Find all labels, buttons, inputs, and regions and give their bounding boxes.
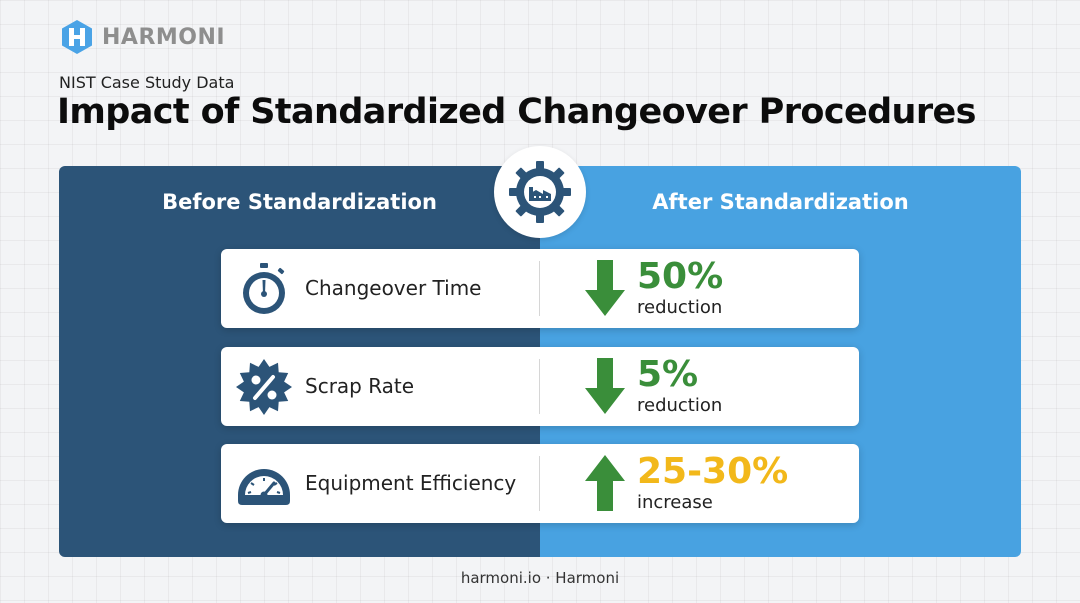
- metric-card-scrap-rate: Scrap Rate 5% reduction: [221, 347, 859, 426]
- eyebrow-text: NIST Case Study Data: [59, 73, 235, 92]
- metric-card-changeover-time: Changeover Time 50% reduction: [221, 249, 859, 328]
- arrow-down-icon: [585, 358, 625, 414]
- metric-value: 25-30%: [637, 451, 789, 492]
- before-heading: Before Standardization: [162, 190, 437, 214]
- metric-subtext: reduction: [637, 297, 723, 318]
- arrow-up-icon: [585, 455, 625, 511]
- metric-label: Changeover Time: [305, 276, 482, 300]
- divider: [539, 261, 540, 316]
- metric-subtext: reduction: [637, 395, 723, 416]
- speedometer-icon: [238, 469, 290, 505]
- divider: [539, 456, 540, 511]
- harmoni-logo-icon: [62, 20, 92, 54]
- arrow-down-icon: [585, 260, 625, 316]
- center-badge: [494, 146, 586, 238]
- metric-value: 5%: [637, 354, 699, 395]
- metric-card-equipment-efficiency: Equipment Efficiency 25-30% increase: [221, 444, 859, 523]
- metric-label: Equipment Efficiency: [305, 471, 517, 495]
- after-heading: After Standardization: [652, 190, 909, 214]
- metric-label: Scrap Rate: [305, 374, 415, 398]
- divider: [539, 359, 540, 414]
- metric-subtext: increase: [637, 492, 713, 513]
- brand-logo: HARMONI: [58, 18, 225, 56]
- footer-text: harmoni.io · Harmoni: [460, 569, 620, 587]
- brand-name: HARMONI: [102, 24, 226, 50]
- page-title: Impact of Standardized Changeover Proced…: [57, 92, 977, 132]
- factory-gear-icon: [509, 161, 571, 223]
- metric-value: 50%: [637, 256, 724, 297]
- percent-badge-icon: [236, 359, 292, 415]
- stopwatch-icon: [243, 263, 285, 314]
